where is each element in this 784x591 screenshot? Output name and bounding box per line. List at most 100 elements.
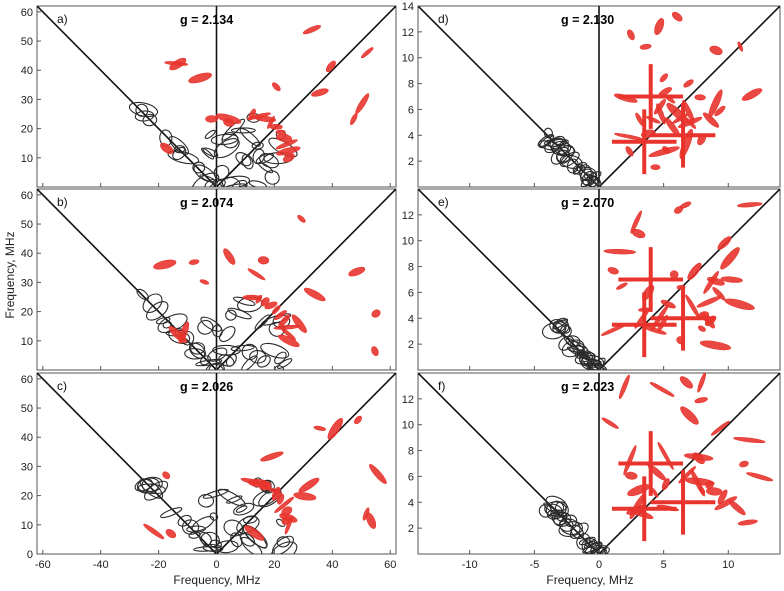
simulated-contour [717, 489, 728, 505]
experimental-contour [556, 144, 575, 163]
y-tick-label: 6 [408, 287, 414, 299]
simulated-contour [297, 214, 306, 223]
diagonal-line-right [598, 6, 780, 187]
simulated-contour [671, 11, 683, 22]
experimental-contour [579, 164, 592, 182]
simulated-contour [694, 94, 706, 101]
g-value-label: g = 2.134 [180, 13, 233, 27]
simulated-contour [654, 18, 665, 36]
experimental-contour [241, 343, 259, 361]
simulated-contour [355, 93, 370, 115]
simulated-contour [348, 266, 366, 277]
y-tick-label: 2 [408, 339, 414, 351]
y-tick-label: 8 [408, 262, 414, 274]
experimental-contour [591, 362, 604, 370]
y-tick-label: 50 [21, 36, 33, 48]
experimental-contour [264, 170, 280, 185]
experimental-contour [212, 324, 223, 338]
simulated-contour [240, 477, 264, 486]
experimental-contour [579, 352, 591, 361]
experimental-contour [134, 110, 155, 122]
simulated-contour [165, 529, 177, 539]
simulated-contour [660, 299, 676, 309]
experimental-contour [240, 536, 263, 554]
simulated-contour [710, 420, 730, 436]
y-tick-label: 60 [21, 374, 33, 386]
g-value-label: g = 2.130 [561, 13, 614, 27]
y-tick-label: 10 [21, 520, 33, 532]
x-tick-label: 20 [268, 559, 280, 571]
experimental-contour [235, 505, 248, 513]
simulated-contour [625, 146, 634, 157]
x-axis-label-left: Frequency, MHz [173, 573, 260, 587]
simulated-contour [188, 259, 200, 265]
simulated-contour [679, 201, 692, 209]
y-tick-label: 4 [408, 313, 414, 325]
simulated-contour [694, 397, 708, 404]
g-value-label: g = 2.026 [180, 380, 233, 394]
simulated-contour [627, 29, 635, 41]
x-tick-label: 0 [596, 559, 602, 571]
diagonal-line-left [37, 373, 218, 554]
plot-area [37, 6, 396, 187]
experimental-contour [141, 477, 160, 493]
simulated-contour [302, 25, 322, 35]
simulated-contour [274, 310, 287, 320]
simulated-contour [625, 471, 638, 480]
panel-e: 2 4 6 8 10 12 e) g = 2.070 [402, 188, 781, 371]
simulated-contour [706, 276, 725, 286]
experimental-contour [256, 355, 271, 368]
panel-a: 10 20 30 40 50 60 a) g = 2.134 [21, 5, 397, 188]
simulated-contour [659, 73, 668, 83]
y-tick-label: 50 [21, 219, 33, 231]
simulated-contour [739, 460, 749, 468]
simulated-contour [683, 79, 694, 88]
experimental-contour [538, 135, 554, 149]
experimental-contour [139, 478, 164, 499]
experimental-contour [200, 316, 222, 332]
simulated-contour [257, 256, 270, 265]
simulated-contour [188, 72, 212, 84]
panel-letter: b) [57, 195, 68, 209]
panel-c: 0 10 20 30 40 50 60 -60 -40 -20 0 20 40 60 c) g = 2.026 [21, 372, 397, 571]
experimental-contour [544, 501, 567, 517]
experimental-contour [230, 532, 243, 548]
y-tick-label: 0 [27, 549, 33, 561]
simulated-contour [649, 382, 675, 397]
y-tick-label: 4 [408, 130, 414, 142]
experimental-contour [277, 358, 293, 369]
plot-area [37, 373, 396, 554]
experimental-contour [204, 178, 217, 187]
simulated-contour [275, 129, 286, 135]
experimental-contour [184, 347, 206, 360]
experimental-contour [221, 132, 239, 149]
diagonal-line-left [418, 189, 600, 370]
simulated-contour [369, 464, 387, 485]
y-tick-label: 8 [408, 446, 414, 458]
simulated-contour [712, 287, 726, 301]
experimental-contour [587, 359, 601, 370]
y-tick-label: 6 [408, 104, 414, 116]
experimental-contour [239, 532, 256, 547]
simulated-contour [698, 485, 706, 495]
simulated-contour [607, 267, 619, 275]
simulated-contour [264, 301, 278, 310]
y-tick-label: 30 [21, 94, 33, 106]
y-tick-label: 8 [408, 79, 414, 91]
experimental-contour [231, 179, 248, 187]
simulated-contour [162, 471, 171, 480]
simulated-contour [271, 486, 281, 501]
simulated-contour [706, 487, 723, 496]
simulated-contour [242, 294, 262, 301]
experimental-contour [552, 317, 568, 333]
simulated-contour [215, 113, 242, 124]
g-value-label: g = 2.074 [180, 196, 233, 210]
simulated-contour [684, 477, 715, 486]
experimental-contour [208, 363, 225, 370]
y-tick-label: 20 [21, 491, 33, 503]
experimental-contour [553, 511, 572, 527]
panel-letter: e) [438, 195, 449, 209]
simulated-contour [260, 297, 270, 307]
experimental-contour [572, 164, 586, 175]
y-tick-label: 10 [402, 53, 414, 65]
